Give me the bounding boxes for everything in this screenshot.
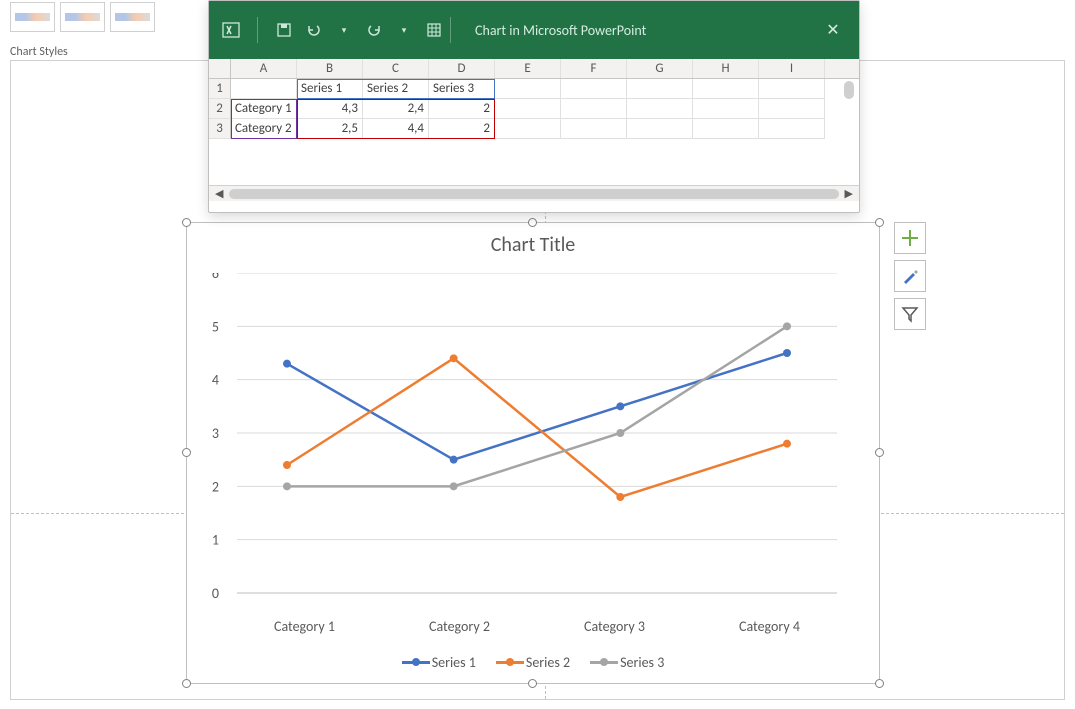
svg-text:0: 0 bbox=[212, 585, 219, 602]
cell[interactable] bbox=[693, 119, 759, 139]
column-header[interactable]: H bbox=[693, 59, 759, 78]
svg-text:3: 3 bbox=[212, 425, 219, 442]
svg-text:1: 1 bbox=[212, 532, 219, 549]
resize-handle[interactable] bbox=[875, 218, 884, 227]
legend-entry[interactable]: Series 1 bbox=[402, 654, 476, 671]
column-header[interactable]: A bbox=[231, 59, 297, 78]
slide-thumbnail[interactable] bbox=[110, 2, 155, 32]
legend-label: Series 3 bbox=[620, 654, 664, 671]
legend-entry[interactable]: Series 3 bbox=[590, 654, 664, 671]
chart-elements-button[interactable] bbox=[894, 222, 926, 254]
column-header[interactable]: C bbox=[363, 59, 429, 78]
cell[interactable] bbox=[759, 99, 825, 119]
dropdown-icon[interactable]: ▾ bbox=[334, 20, 354, 40]
svg-text:4: 4 bbox=[212, 372, 219, 389]
legend-label: Series 2 bbox=[526, 654, 570, 671]
svg-text:6: 6 bbox=[212, 273, 219, 282]
cell[interactable] bbox=[693, 79, 759, 99]
slide-thumbnail-strip[interactable] bbox=[0, 0, 175, 45]
ribbon-group-label: Chart Styles bbox=[10, 45, 68, 59]
resize-handle[interactable] bbox=[182, 448, 191, 457]
chart-legend[interactable]: Series 1 Series 2 Series 3 bbox=[187, 654, 879, 671]
cell[interactable] bbox=[231, 79, 297, 99]
column-header[interactable]: F bbox=[561, 59, 627, 78]
row-header[interactable]: 3 bbox=[209, 119, 231, 139]
excel-icon bbox=[221, 20, 241, 40]
horizontal-scrollbar[interactable]: ◀ ▶ bbox=[209, 185, 859, 201]
cell[interactable]: 2 bbox=[429, 99, 495, 119]
cell[interactable] bbox=[693, 99, 759, 119]
chart-styles-button[interactable] bbox=[894, 260, 926, 292]
cell[interactable] bbox=[561, 119, 627, 139]
redo-icon[interactable] bbox=[364, 20, 384, 40]
scroll-left-icon[interactable]: ◀ bbox=[215, 187, 223, 200]
edit-data-icon[interactable] bbox=[424, 20, 444, 40]
chart-filters-button[interactable] bbox=[894, 298, 926, 330]
row-header[interactable]: 1 bbox=[209, 79, 231, 99]
column-header[interactable]: G bbox=[627, 59, 693, 78]
cell[interactable]: 4,3 bbox=[297, 99, 363, 119]
chart-plot-area[interactable]: 0123456 bbox=[227, 273, 847, 613]
cell[interactable] bbox=[759, 79, 825, 99]
vertical-scrollbar[interactable] bbox=[841, 79, 857, 185]
cell[interactable]: Series 2 bbox=[363, 79, 429, 99]
resize-handle[interactable] bbox=[875, 679, 884, 688]
cell[interactable] bbox=[561, 99, 627, 119]
resize-handle[interactable] bbox=[528, 218, 537, 227]
scroll-right-icon[interactable]: ▶ bbox=[845, 187, 853, 200]
cell[interactable]: Category 1 bbox=[231, 99, 297, 119]
cell[interactable] bbox=[627, 99, 693, 119]
resize-handle[interactable] bbox=[182, 679, 191, 688]
x-axis-label: Category 2 bbox=[429, 618, 490, 635]
column-header[interactable]: D bbox=[429, 59, 495, 78]
table-row: 1 Series 1Series 2Series 3 bbox=[209, 79, 859, 99]
cell[interactable] bbox=[759, 119, 825, 139]
cell[interactable]: 2,4 bbox=[363, 99, 429, 119]
close-icon[interactable]: ✕ bbox=[819, 16, 847, 44]
chart-title[interactable]: Chart Title bbox=[187, 233, 879, 257]
cell[interactable] bbox=[495, 119, 561, 139]
cell[interactable]: Series 1 bbox=[297, 79, 363, 99]
legend-entry[interactable]: Series 2 bbox=[496, 654, 570, 671]
dropdown-icon[interactable]: ▾ bbox=[394, 20, 414, 40]
cell[interactable]: 4,4 bbox=[363, 119, 429, 139]
svg-text:2: 2 bbox=[212, 478, 219, 495]
cell[interactable]: 2,5 bbox=[297, 119, 363, 139]
select-all-corner[interactable] bbox=[209, 59, 231, 78]
resize-handle[interactable] bbox=[182, 218, 191, 227]
chart-object[interactable]: Chart Title 0123456 Category 1Category 2… bbox=[186, 222, 880, 684]
resize-handle[interactable] bbox=[528, 679, 537, 688]
save-icon[interactable] bbox=[274, 20, 294, 40]
table-row: 3Category 22,54,42 bbox=[209, 119, 859, 139]
column-header[interactable]: E bbox=[495, 59, 561, 78]
cell[interactable] bbox=[627, 79, 693, 99]
column-header[interactable]: I bbox=[759, 59, 825, 78]
excel-data-window[interactable]: ▾ ▾ Chart in Microsoft PowerPoint ✕ ABCD… bbox=[208, 0, 860, 213]
cell[interactable] bbox=[561, 79, 627, 99]
row-header[interactable]: 2 bbox=[209, 99, 231, 119]
slide-thumbnail[interactable] bbox=[60, 2, 105, 32]
cell[interactable] bbox=[627, 119, 693, 139]
cell[interactable]: 2 bbox=[429, 119, 495, 139]
x-axis-label: Category 1 bbox=[274, 618, 335, 635]
x-axis-label: Category 4 bbox=[739, 618, 800, 635]
undo-icon[interactable] bbox=[304, 20, 324, 40]
cell[interactable]: Series 3 bbox=[429, 79, 495, 99]
x-axis-label: Category 3 bbox=[584, 618, 645, 635]
cell[interactable]: Category 2 bbox=[231, 119, 297, 139]
cell[interactable] bbox=[495, 99, 561, 119]
svg-text:5: 5 bbox=[212, 318, 219, 335]
legend-label: Series 1 bbox=[432, 654, 476, 671]
slide-thumbnail[interactable] bbox=[10, 2, 55, 32]
excel-window-title: Chart in Microsoft PowerPoint bbox=[475, 22, 646, 39]
spreadsheet-grid[interactable]: ABCDEFGHI 1Series 1Series 2Series 32Cate… bbox=[209, 59, 859, 201]
table-row: 2Category 14,32,42 bbox=[209, 99, 859, 119]
resize-handle[interactable] bbox=[875, 448, 884, 457]
cell[interactable] bbox=[495, 79, 561, 99]
column-header[interactable]: B bbox=[297, 59, 363, 78]
excel-titlebar: ▾ ▾ Chart in Microsoft PowerPoint ✕ bbox=[209, 1, 859, 59]
